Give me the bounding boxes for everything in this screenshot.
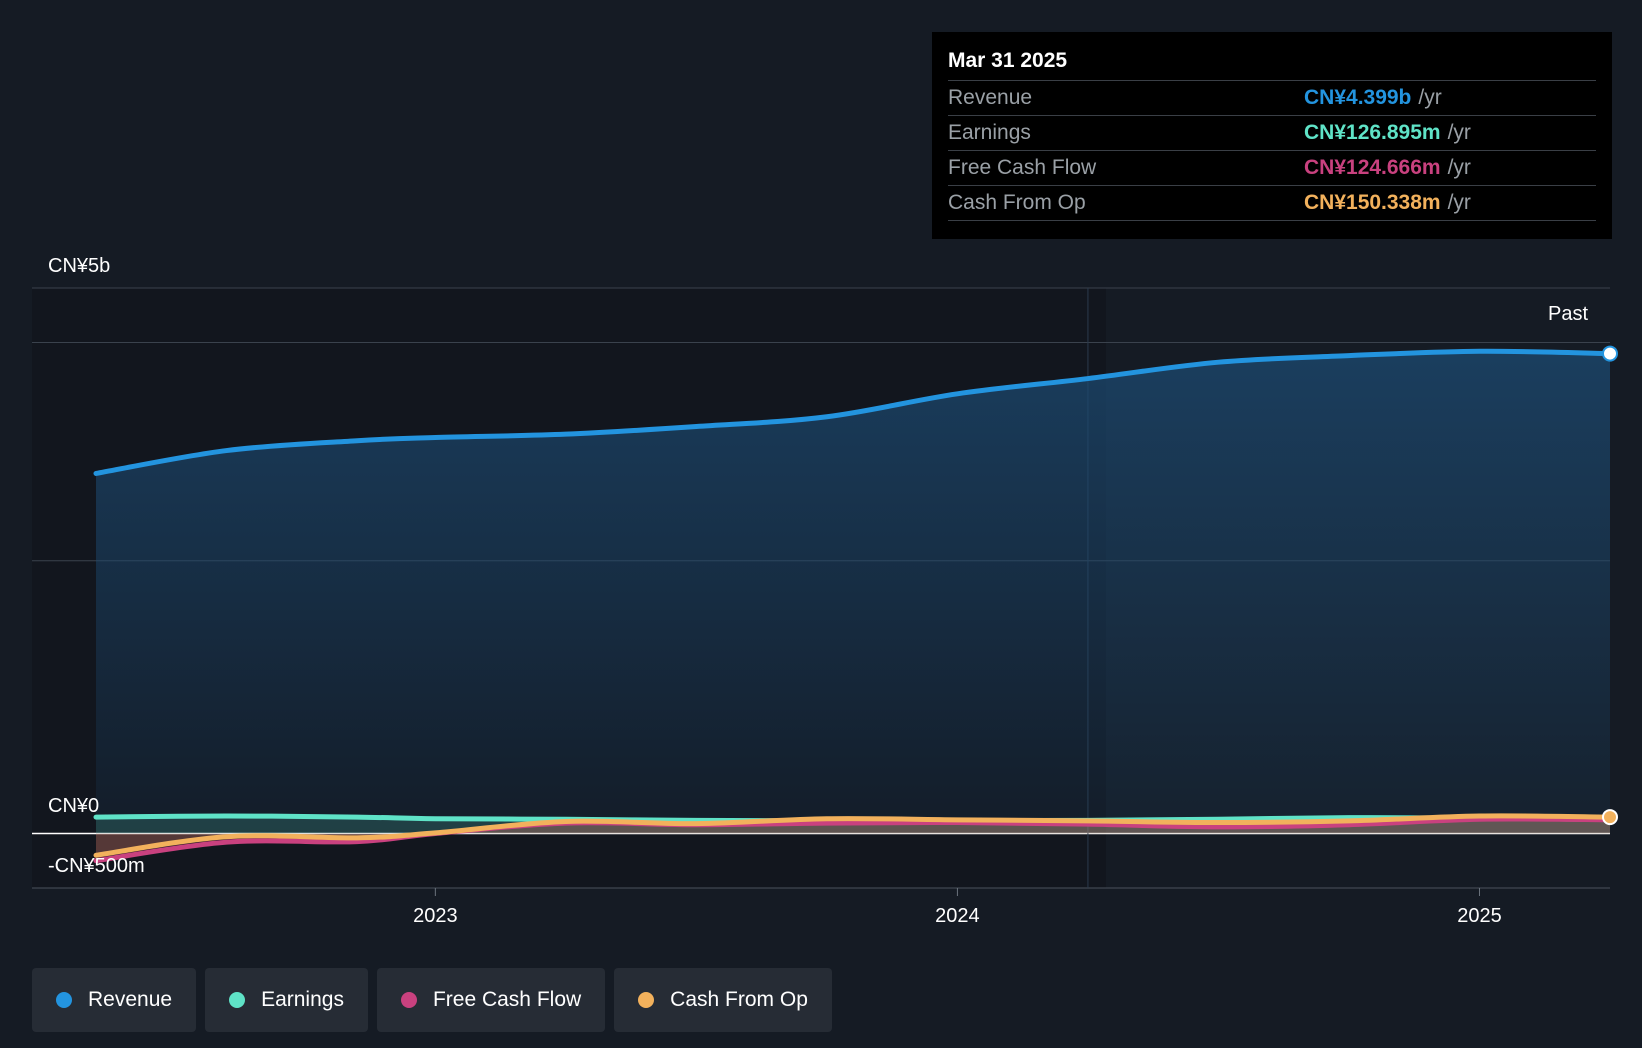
series-line-free-cash-flow xyxy=(93,816,1613,864)
series-line-revenue xyxy=(93,348,1613,476)
tooltip-unit: /yr xyxy=(1447,121,1471,144)
x-tick-label: 2023 xyxy=(413,905,458,927)
y-tick-label: CN¥5b xyxy=(48,255,110,277)
tooltip-value: CN¥150.338m xyxy=(1304,191,1441,214)
legend-item-earnings[interactable]: Earnings xyxy=(205,968,368,1032)
tooltip-value: CN¥124.666m xyxy=(1304,156,1441,179)
legend-item-cash-from-op[interactable]: Cash From Op xyxy=(614,968,832,1032)
tooltip-row-free-cash-flow: Free Cash Flow CN¥124.666m /yr xyxy=(948,151,1596,186)
series-area-revenue xyxy=(96,351,1610,834)
legend-dot-icon xyxy=(229,992,246,1008)
legend-label: Earnings xyxy=(261,988,344,1011)
tooltip-panel: Mar 31 2025 Revenue CN¥4.399b /yr Earnin… xyxy=(932,32,1612,239)
legend: Revenue Earnings Free Cash Flow Cash Fro… xyxy=(32,968,832,1032)
tooltip-row-cash-from-op: Cash From Op CN¥150.338m /yr xyxy=(948,186,1596,221)
legend-dot-icon xyxy=(56,992,72,1008)
legend-item-free-cash-flow[interactable]: Free Cash Flow xyxy=(376,968,606,1032)
tooltip-label: Revenue xyxy=(948,86,1033,109)
legend-item-revenue[interactable]: Revenue xyxy=(32,968,197,1032)
legend-label: Revenue xyxy=(88,988,173,1011)
tooltip-value: CN¥126.895m xyxy=(1304,121,1441,144)
tooltip-unit: /yr xyxy=(1447,191,1471,214)
tooltip-unit: /yr xyxy=(1418,86,1442,109)
tooltip-label: Free Cash Flow xyxy=(948,156,1097,179)
y-tick-label: CN¥0 xyxy=(48,795,99,817)
tooltip-row-earnings: Earnings CN¥126.895m /yr xyxy=(948,116,1596,151)
tooltip-label: Cash From Op xyxy=(948,191,1086,214)
y-tick-label: -CN¥500m xyxy=(48,855,145,877)
legend-dot-icon xyxy=(638,992,655,1008)
axis-layer: CN¥5b CN¥0 -CN¥500m 2023 2024 2025 xyxy=(48,255,1502,927)
end-marker-revenue xyxy=(1602,345,1618,362)
legend-label: Free Cash Flow xyxy=(432,988,582,1011)
legend-label: Cash From Op xyxy=(670,988,808,1011)
past-label: Past xyxy=(1548,303,1588,325)
tooltip-unit: /yr xyxy=(1447,156,1471,179)
series-line-cash-from-op xyxy=(93,813,1613,858)
tooltip-row-revenue: Revenue CN¥4.399b /yr xyxy=(948,81,1596,116)
series-area-free-cash-flow xyxy=(96,818,1610,861)
tooltip-label: Earnings xyxy=(948,121,1031,144)
tooltip-date: Mar 31 2025 xyxy=(948,46,1596,81)
line-layer xyxy=(93,345,1618,864)
legend-dot-icon xyxy=(400,992,417,1008)
end-marker-cash-from-op xyxy=(1602,809,1618,826)
tooltip-value: CN¥4.399b xyxy=(1304,86,1412,109)
x-tick-label: 2024 xyxy=(935,905,980,927)
x-tick-label: 2025 xyxy=(1457,905,1502,927)
